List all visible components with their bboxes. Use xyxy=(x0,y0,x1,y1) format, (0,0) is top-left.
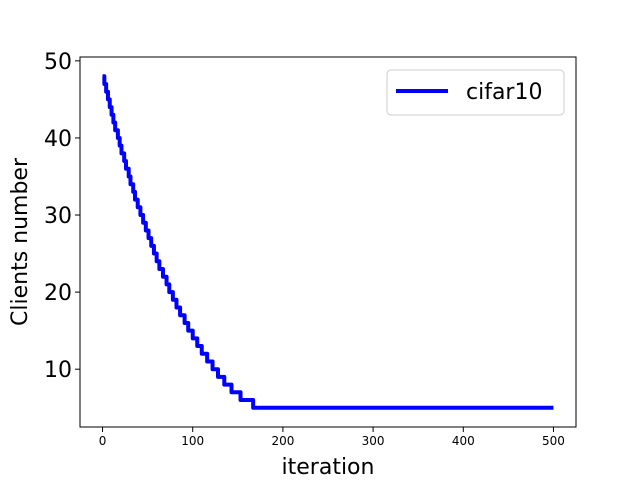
x-tick-label: 200 xyxy=(271,434,294,448)
x-axis-label: iteration xyxy=(282,455,375,480)
series-layer xyxy=(102,74,554,410)
x-tick-label: 300 xyxy=(362,434,385,448)
plot-area xyxy=(80,57,576,427)
series-line-cifar10 xyxy=(102,74,554,410)
y-tick-label: 30 xyxy=(44,204,72,229)
y-axis-ticks: 10 20 30 40 50 xyxy=(44,50,80,383)
x-tick-label: 400 xyxy=(452,434,475,448)
x-tick-label: 0 xyxy=(99,434,107,448)
y-axis-label: Clients number xyxy=(8,157,33,326)
y-tick-label: 20 xyxy=(44,281,72,306)
y-tick-label: 50 xyxy=(44,50,72,75)
x-axis-ticks: 0 100 200 300 400 500 xyxy=(99,427,565,448)
legend-box xyxy=(386,69,565,116)
x-tick-label: 500 xyxy=(542,434,565,448)
x-tick-label: 100 xyxy=(181,434,204,448)
y-tick-label: 10 xyxy=(44,358,72,383)
legend-label: cifar10 xyxy=(466,80,542,105)
plot-frame xyxy=(79,56,577,428)
y-tick-label: 40 xyxy=(44,127,72,152)
legend: cifar10 xyxy=(386,69,565,116)
